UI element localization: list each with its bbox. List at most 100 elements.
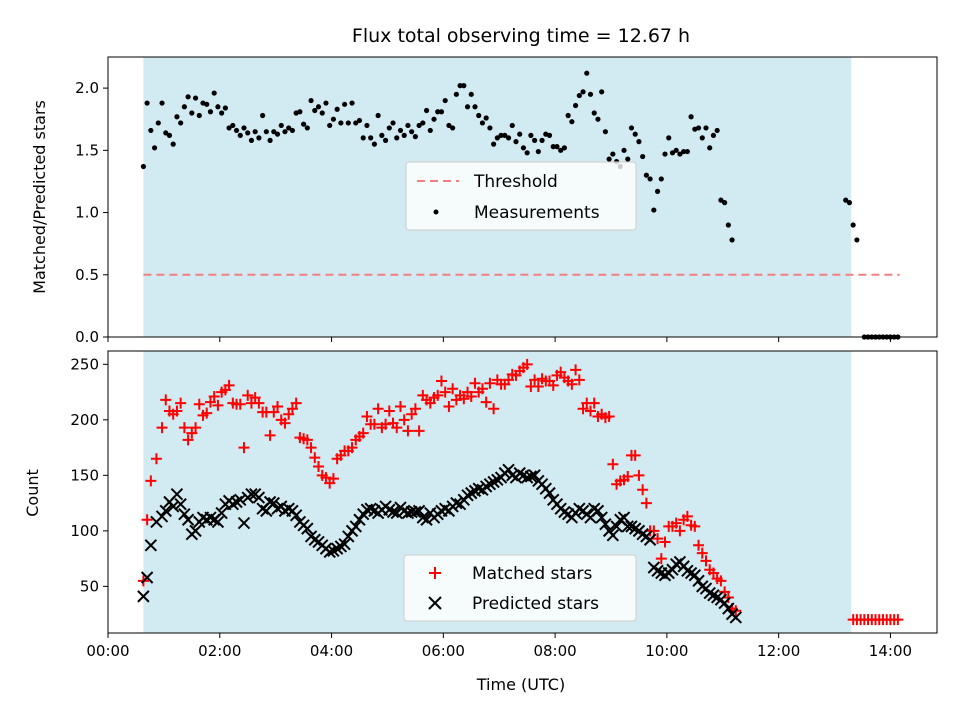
legend-measurement-swatch — [433, 209, 439, 215]
matched-star-point-132 — [633, 469, 645, 481]
measurement-point-3 — [151, 145, 158, 151]
matched-star-point-92 — [484, 377, 496, 389]
measurement-point-162 — [854, 237, 860, 243]
predicted-star-point-53 — [338, 537, 351, 551]
matched-star-point-40 — [290, 397, 302, 409]
measurement-point-55 — [345, 120, 351, 126]
matched-star-point-2 — [145, 475, 157, 487]
measurement-point-42 — [297, 109, 303, 115]
matched-star-point-58 — [357, 427, 369, 439]
measurement-point-89 — [472, 104, 478, 110]
measurement-point-6 — [163, 130, 169, 136]
measurement-point-35 — [271, 129, 277, 135]
measurement-point-44 — [304, 125, 310, 131]
predicted-star-point-43 — [301, 522, 314, 535]
measurement-point-117 — [576, 92, 582, 99]
y-tick-label-bottom-2: 150 — [70, 466, 99, 484]
measurement-point-18 — [207, 109, 214, 115]
measurement-point-132 — [632, 131, 638, 137]
x-axis-label: Time (UTC) — [476, 675, 565, 694]
measurement-point-114 — [565, 112, 571, 119]
predicted-star-point-28 — [245, 488, 258, 501]
predicted-star-point-1 — [140, 571, 154, 584]
measurement-point-36 — [274, 131, 281, 137]
measurement-point-27 — [241, 125, 247, 131]
measurement-point-95 — [494, 135, 500, 141]
x-ticks-bottom: 00:00 02:00 04:00 06:00 08:00 10:00 12:00 14:00 — [86, 633, 912, 660]
legend-predicted-label: Predicted stars — [472, 594, 599, 614]
y-tick-label-top-1: 0.5 — [75, 266, 99, 284]
measurement-point-129 — [621, 147, 627, 153]
predicted-star-point-83 — [450, 496, 463, 510]
predicted-star-point-122 — [595, 511, 608, 524]
measurement-point-144 — [677, 151, 683, 157]
measurement-point-106 — [535, 148, 541, 155]
legend-top: Threshold Measurements — [405, 161, 637, 231]
predicted-star-point-103 — [524, 470, 538, 483]
measurement-point-78 — [431, 116, 437, 122]
measurement-point-62 — [371, 141, 377, 147]
measurement-point-139 — [658, 176, 664, 182]
matched-star-point-171 — [892, 614, 904, 626]
predicted-star-point-121 — [591, 504, 605, 518]
measurement-point-146 — [684, 148, 690, 155]
measurement-point-0 — [140, 163, 146, 170]
matched-star-point-48 — [320, 472, 332, 484]
x-tick-label-7: 14:00 — [869, 642, 912, 660]
matched-star-point-76 — [424, 397, 436, 409]
measurement-point-17 — [204, 101, 210, 107]
predicted-star-point-155 — [718, 596, 731, 610]
measurement-point-69 — [397, 127, 404, 134]
matched-star-point-55 — [346, 442, 358, 454]
matched-star-point-9 — [175, 397, 187, 409]
predicted-star-point-10 — [178, 507, 191, 521]
measurement-point-48 — [319, 110, 325, 116]
matched-star-point-29 — [249, 392, 261, 404]
measurement-point-85 — [457, 83, 463, 89]
predicted-star-point-102 — [520, 471, 534, 484]
measurement-point-157 — [725, 222, 731, 228]
measurement-point-111 — [554, 144, 560, 150]
measurement-point-98 — [505, 135, 512, 141]
matched-star-point-69 — [398, 414, 410, 426]
measurement-point-73 — [412, 134, 418, 140]
measurement-point-58 — [356, 117, 363, 124]
matched-star-point-11 — [182, 434, 194, 446]
measurement-point-94 — [491, 141, 497, 147]
measurement-point-88 — [468, 91, 474, 97]
matched-star-point-147 — [689, 520, 701, 532]
measurement-point-155 — [718, 197, 724, 203]
measurement-point-156 — [722, 200, 728, 206]
predicted-star-point-25 — [234, 493, 247, 506]
measurement-point-90 — [476, 112, 482, 119]
measurement-point-134 — [640, 153, 646, 160]
matched-star-point-87 — [465, 391, 477, 403]
matched-star-point-19 — [212, 399, 224, 411]
matched-star-point-105 — [532, 381, 544, 393]
measurement-point-93 — [487, 125, 493, 131]
measurement-point-154 — [714, 127, 720, 134]
measurement-point-19 — [211, 90, 217, 96]
matched-star-point-22 — [223, 379, 235, 391]
measurement-point-30 — [252, 129, 258, 135]
matched-star-point-93 — [488, 403, 500, 415]
y-tick-label-top-3: 1.5 — [75, 141, 99, 159]
measurement-point-39 — [286, 125, 292, 131]
matched-star-point-133 — [637, 484, 649, 496]
measurement-point-33 — [263, 129, 269, 135]
measurement-point-119 — [584, 70, 590, 76]
predicted-star-point-7 — [166, 500, 180, 513]
measurement-point-68 — [394, 135, 400, 141]
matched-star-point-72 — [409, 403, 421, 415]
matched-star-point-18 — [208, 391, 220, 403]
measurement-point-135 — [643, 172, 649, 178]
measurement-point-29 — [248, 137, 255, 143]
legend-threshold-label: Threshold — [473, 172, 558, 192]
matched-star-point-129 — [622, 470, 634, 482]
measurement-point-43 — [301, 121, 307, 127]
measurement-point-133 — [636, 139, 642, 145]
matched-star-point-152 — [707, 567, 719, 579]
matched-star-point-150 — [700, 555, 712, 567]
matched-star-point-61 — [368, 418, 380, 430]
measurement-point-122 — [595, 116, 601, 122]
